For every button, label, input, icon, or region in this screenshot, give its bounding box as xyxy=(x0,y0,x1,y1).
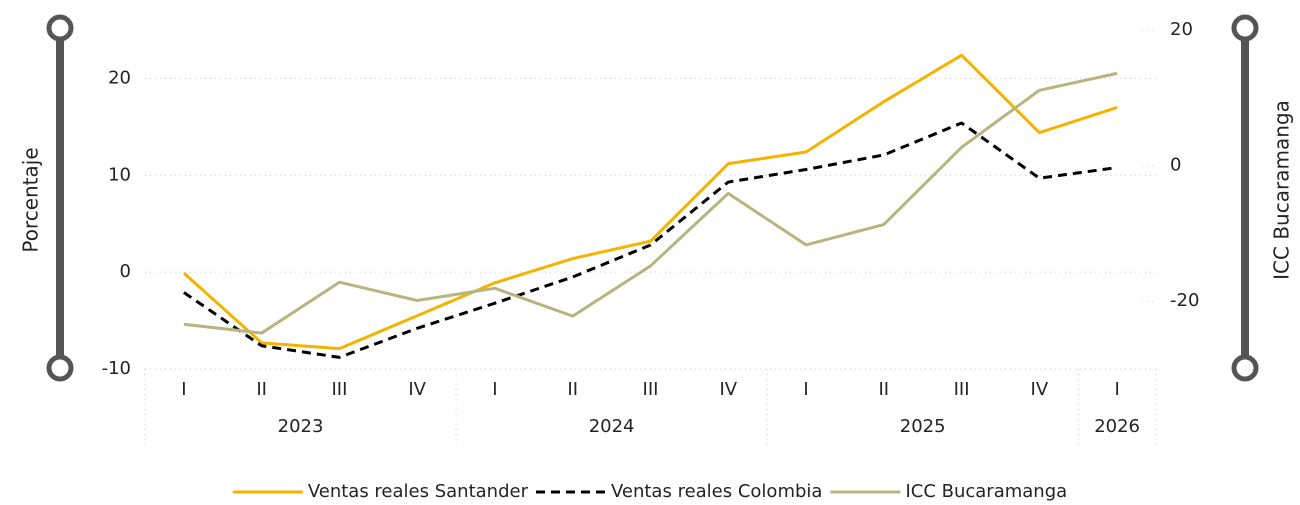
series-line xyxy=(182,53,1118,351)
legend: Ventas reales Santander Ventas reales Col… xyxy=(232,481,1067,502)
legend-label: Ventas reales Santander xyxy=(308,481,529,502)
y2-tick-label: 20 xyxy=(1170,19,1193,40)
y-tick-label: 0 xyxy=(120,261,131,282)
x-tick-label: IV xyxy=(1031,379,1049,400)
x-tick-label: II xyxy=(878,379,889,400)
x-tick-label: I xyxy=(1114,379,1119,400)
slider-handle xyxy=(1231,14,1259,42)
slider-handle xyxy=(1231,354,1259,382)
slider-handle xyxy=(46,14,74,42)
x-tick-label: I xyxy=(492,379,497,400)
x-tick-label: III xyxy=(643,379,659,400)
x-group-label: 2024 xyxy=(589,416,635,437)
x-tick-label: I xyxy=(181,379,186,400)
x-tick-label: III xyxy=(954,379,970,400)
x-tick-label: IV xyxy=(719,379,737,400)
x-group-label: 2026 xyxy=(1094,416,1140,437)
slider-bar xyxy=(56,36,64,360)
series-line xyxy=(183,71,1118,335)
y-axis-title: Porcentaje xyxy=(19,147,43,252)
y2-tick-label: -20 xyxy=(1170,290,1199,311)
y-tick-label: 20 xyxy=(108,67,131,88)
right-slider xyxy=(1231,14,1259,382)
y-tick-label: -10 xyxy=(102,358,131,379)
x-tick-label: III xyxy=(331,379,347,400)
slider-bar xyxy=(1241,36,1249,360)
x-group-label: 2025 xyxy=(900,416,946,437)
y-tick-label: 10 xyxy=(108,164,131,185)
x-tick-label: I xyxy=(803,379,808,400)
legend-label: ICC Bucaramanga xyxy=(905,481,1067,502)
legend-label: Ventas reales Colombia xyxy=(611,481,822,502)
slider-handle xyxy=(46,354,74,382)
x-tick-label: II xyxy=(256,379,267,400)
y2-axis-title: ICC Bucaramanga xyxy=(1270,100,1294,280)
x-tick-label: IV xyxy=(408,379,426,400)
x-group-label: 2023 xyxy=(278,416,324,437)
left-slider xyxy=(46,14,74,382)
series-line xyxy=(183,121,1118,359)
y2-tick-label: 0 xyxy=(1170,155,1181,176)
x-tick-label: II xyxy=(567,379,578,400)
